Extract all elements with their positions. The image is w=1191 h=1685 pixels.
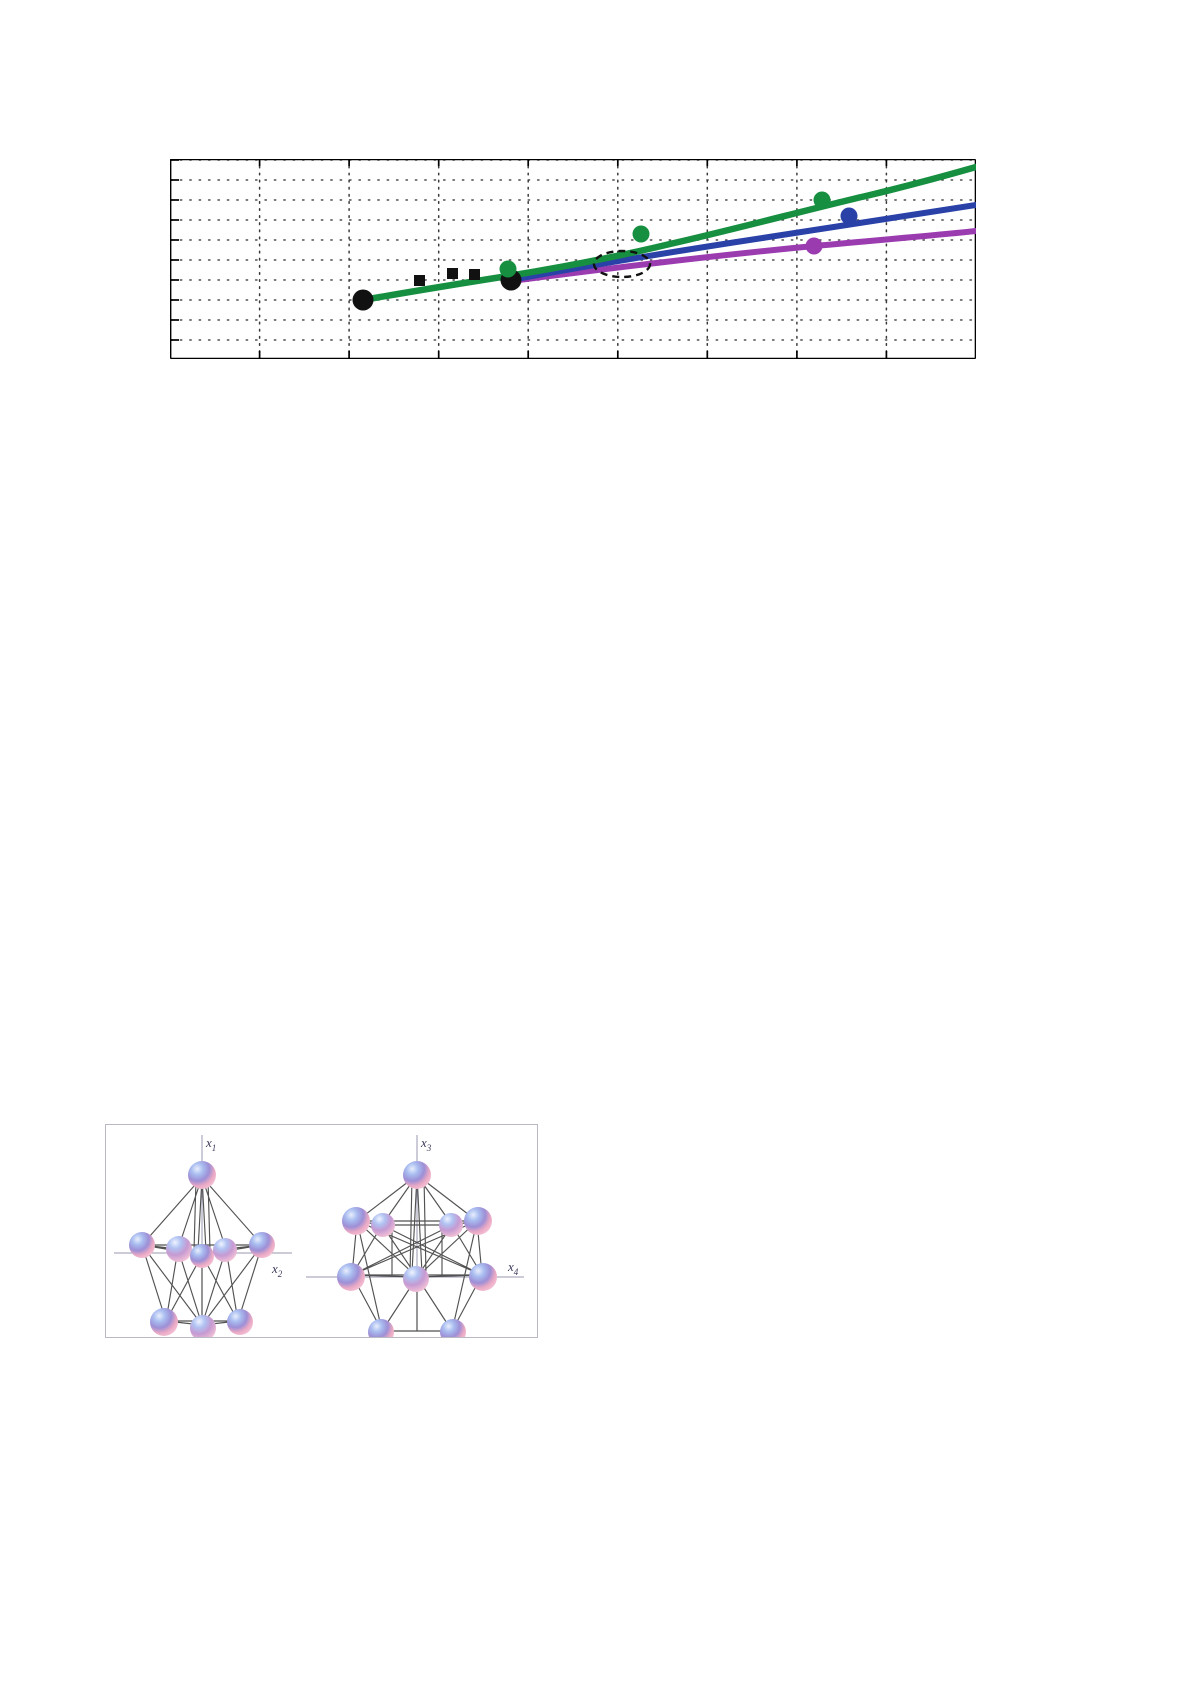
blue-curve: [508, 202, 976, 283]
line-chart-figure: [170, 159, 976, 359]
purple-point-markers: [805, 237, 823, 255]
purple-curve: [508, 228, 976, 284]
x-axis-ticks: [258, 351, 888, 359]
right-projection-panel: x3 x4: [306, 1135, 524, 1337]
minor-grid: [170, 159, 976, 341]
chart-svg: [170, 159, 976, 359]
x-axis-top-ticks: [258, 159, 888, 166]
left-panel-nodes: [129, 1161, 275, 1337]
axis-label-x1: x1: [205, 1135, 216, 1153]
axis-label-x3: x3: [420, 1135, 432, 1153]
major-vertical-gridlines: [258, 159, 888, 359]
green-point-markers: [499, 191, 831, 278]
molecule-svg: x1 x2: [114, 1135, 524, 1337]
black-square-markers: [414, 268, 480, 286]
plot-area: [170, 159, 976, 359]
y-axis-ticks: [170, 159, 179, 341]
right-panel-edges: [351, 1174, 483, 1332]
left-projection-panel: x1 x2: [114, 1135, 292, 1337]
green-curve: [359, 163, 976, 304]
axis-label-x4: x4: [507, 1259, 519, 1277]
right-panel-nodes: [337, 1161, 497, 1337]
dashed-ellipse-annotation: [592, 249, 652, 279]
axis-label-x2: x2: [271, 1261, 283, 1279]
axis-frame: [170, 159, 976, 359]
blue-point-markers: [840, 207, 858, 225]
molecular-cluster-figure: x1 x2: [105, 1124, 538, 1338]
